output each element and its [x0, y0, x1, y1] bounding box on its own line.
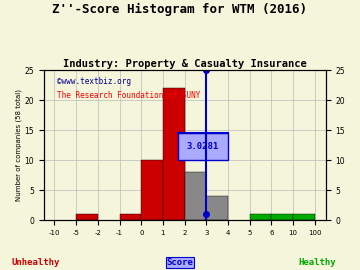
Bar	[206, 196, 228, 220]
Bar	[250, 214, 271, 220]
Text: 3.0281: 3.0281	[187, 142, 219, 151]
FancyBboxPatch shape	[178, 133, 228, 160]
Bar	[141, 160, 163, 220]
Bar	[185, 172, 206, 220]
Text: The Research Foundation of SUNY: The Research Foundation of SUNY	[57, 91, 200, 100]
Bar	[163, 88, 185, 220]
Bar	[271, 214, 293, 220]
Title: Industry: Property & Casualty Insurance: Industry: Property & Casualty Insurance	[63, 59, 306, 69]
Text: Z''-Score Histogram for WTM (2016): Z''-Score Histogram for WTM (2016)	[53, 3, 307, 16]
Bar	[120, 214, 141, 220]
Text: Score: Score	[167, 258, 193, 267]
Text: Healthy: Healthy	[298, 258, 336, 267]
Y-axis label: Number of companies (58 total): Number of companies (58 total)	[15, 89, 22, 201]
Bar	[293, 214, 315, 220]
Text: ©www.textbiz.org: ©www.textbiz.org	[57, 77, 131, 86]
Text: Unhealthy: Unhealthy	[12, 258, 60, 267]
Bar	[76, 214, 98, 220]
